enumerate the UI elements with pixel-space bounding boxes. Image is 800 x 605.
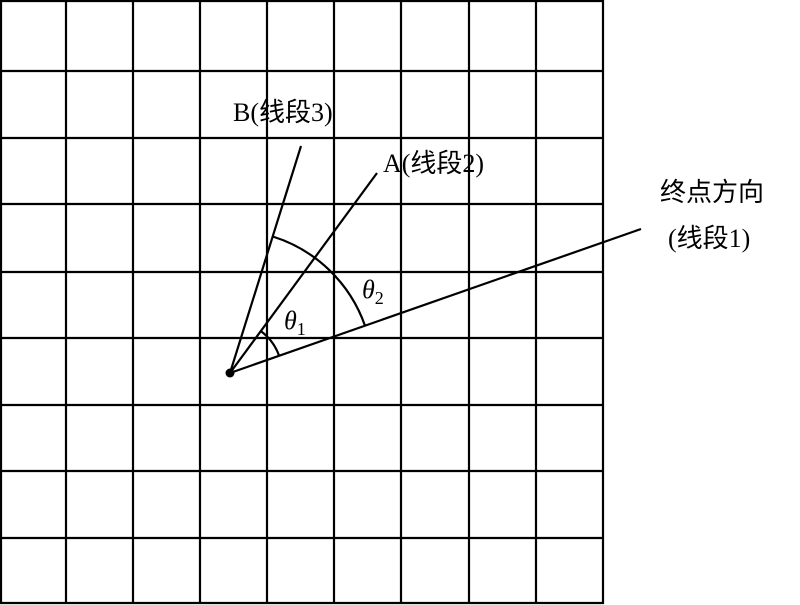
theta2-arc xyxy=(272,235,367,327)
segment3-label: B(线段3) xyxy=(233,98,333,127)
origin-point xyxy=(225,368,235,378)
segment-3-line xyxy=(228,145,303,374)
end-direction-label: 终点方向 xyxy=(660,178,764,207)
theta1-label: θ1 xyxy=(284,306,306,339)
grid xyxy=(0,0,605,605)
segment-1-line xyxy=(229,227,642,375)
segment1-label: (线段1) xyxy=(668,224,750,253)
theta2-label: θ2 xyxy=(362,275,384,308)
segment2-label: A(线段2) xyxy=(383,149,484,178)
segments xyxy=(228,145,642,375)
theta1-arc xyxy=(260,330,281,357)
segment-2-line xyxy=(229,172,378,374)
